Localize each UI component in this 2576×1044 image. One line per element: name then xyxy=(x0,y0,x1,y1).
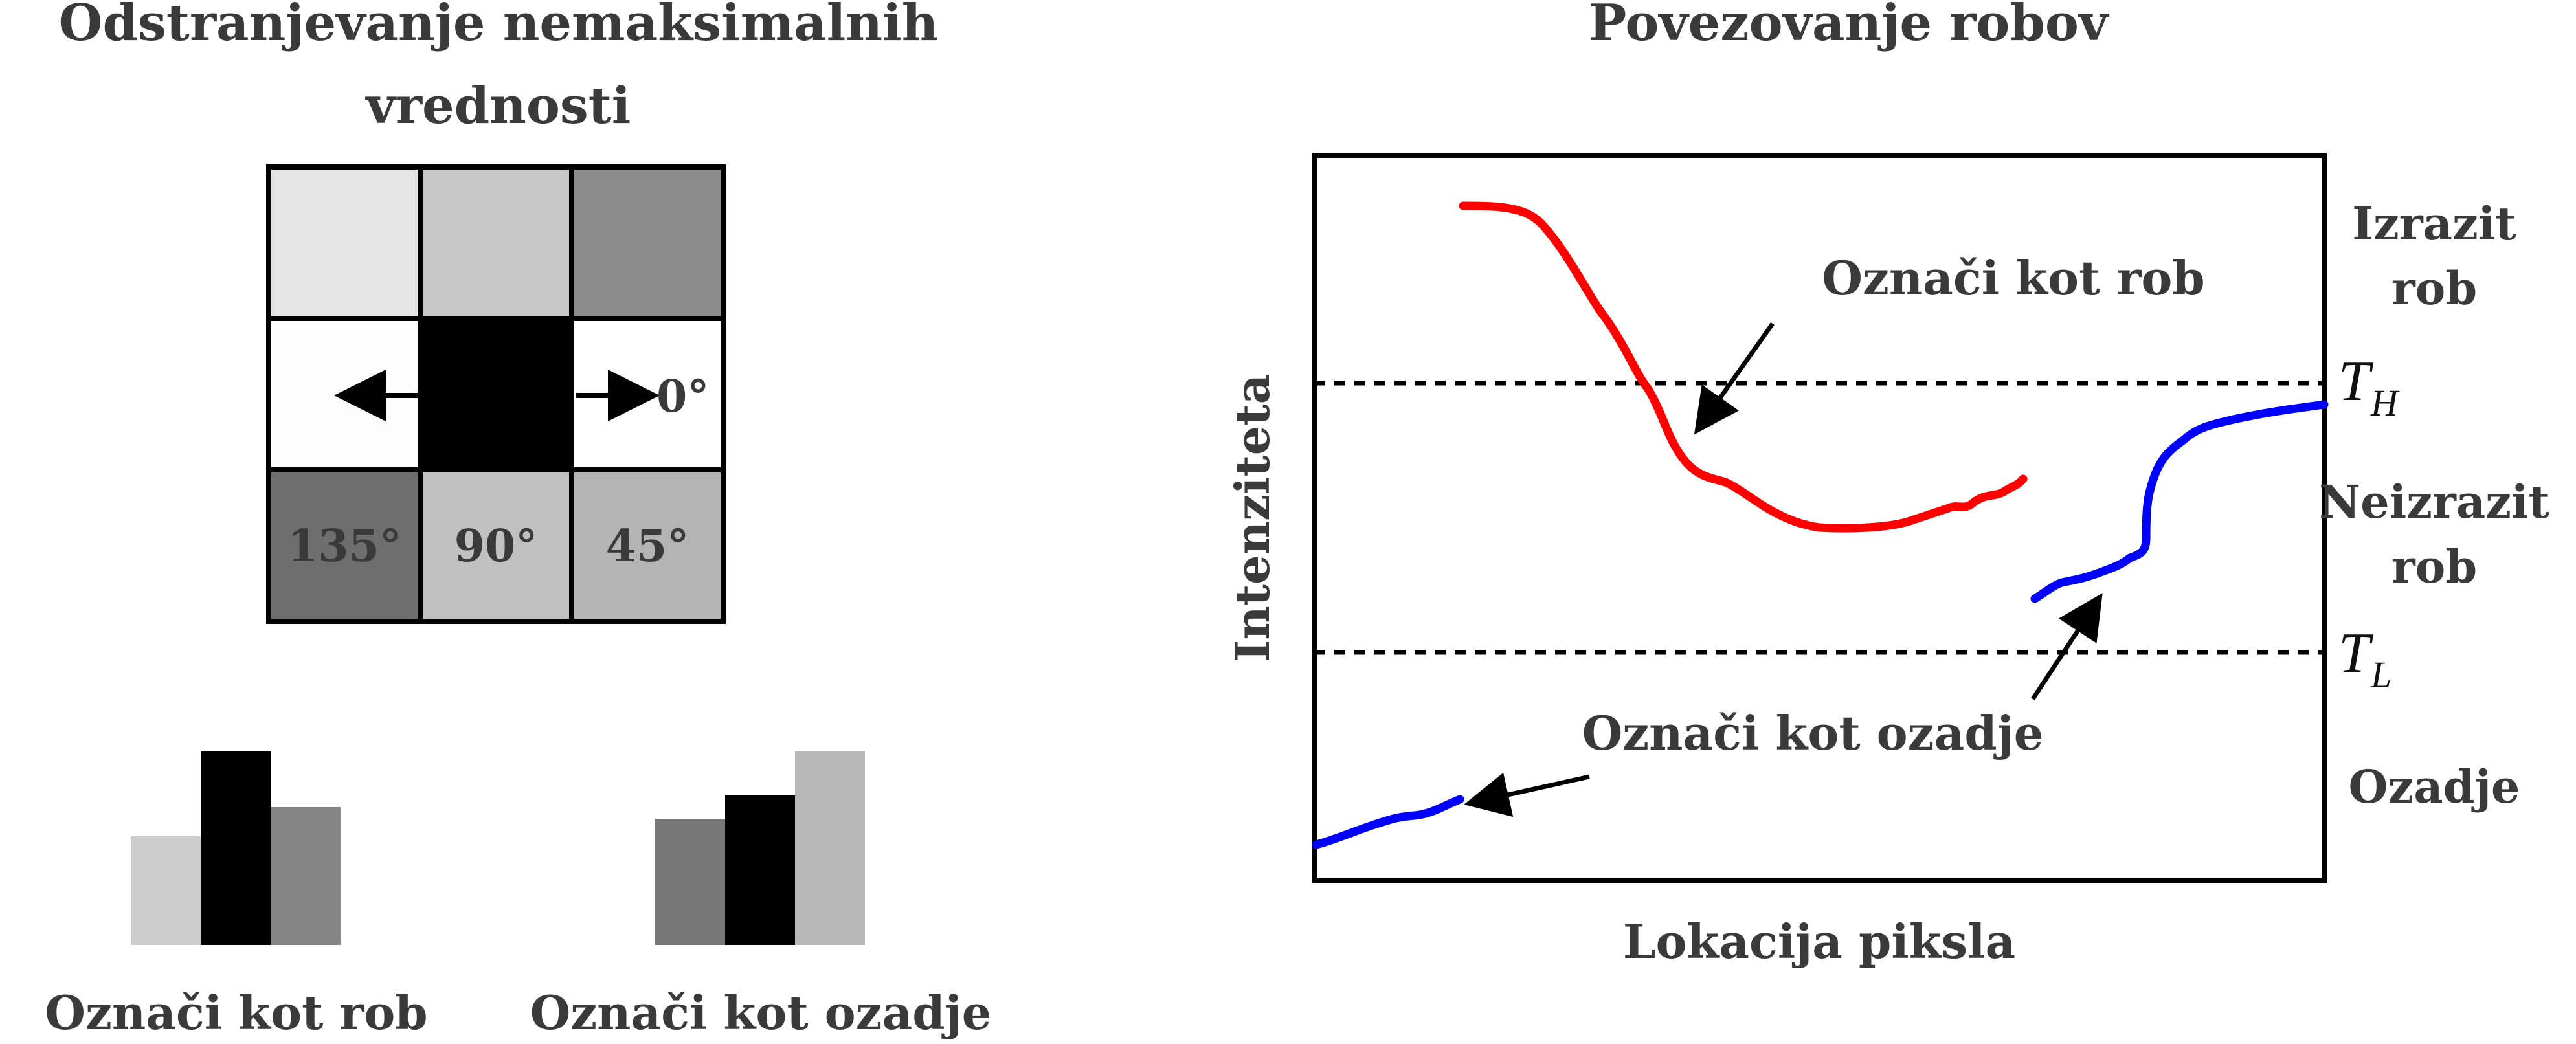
grid-cell-angle-label: 45° xyxy=(606,520,689,572)
edge-linking-title: Povezovanje robov xyxy=(1589,0,2110,52)
edge-linking-panel: Povezovanje robov Označi kot rob Označi … xyxy=(1225,0,2549,969)
non-max-suppression-panel: Odstranjevanje nemaksimalnih vrednosti 1… xyxy=(45,0,991,1040)
background-curve xyxy=(1312,795,1464,849)
low-threshold-subscript: L xyxy=(2370,654,2391,696)
grid-cell xyxy=(266,467,423,624)
weak-edge-region-line2: rob xyxy=(2391,540,2478,594)
y-axis-label: Intenziteta xyxy=(1225,374,1280,662)
low-threshold-label: T L xyxy=(2338,622,2391,696)
histogram-bar xyxy=(201,751,271,945)
strong-edge-region-line1: Izrazit xyxy=(2352,197,2516,250)
background-annotation-arrow xyxy=(1464,772,1590,817)
histogram-bar xyxy=(795,751,865,945)
grid-cell-angle-label: 135° xyxy=(287,520,401,572)
nms-title-line2: vrednosti xyxy=(365,76,631,135)
zero-degree-label: 0° xyxy=(656,371,709,423)
edge-annotation-label: Označi kot rob xyxy=(1822,250,2204,305)
histogram-bar xyxy=(725,795,795,945)
bar-group-label: Označi kot rob xyxy=(45,985,427,1040)
histogram-bar xyxy=(655,819,725,945)
edge-annotation-arrow xyxy=(1694,322,1775,435)
high-threshold-symbol: T xyxy=(2338,350,2374,413)
grid-cell xyxy=(418,164,574,321)
histogram-bar xyxy=(131,836,201,945)
background-region-label: Ozadje xyxy=(2349,760,2520,814)
nms-title-line1: Odstranjevanje nemaksimalnih xyxy=(59,0,939,52)
high-threshold-subscript: H xyxy=(2370,382,2400,424)
grid-cell xyxy=(418,316,574,472)
weak-edge-annotation-arrow xyxy=(2031,593,2103,700)
bar-group-label: Označi kot ozadje xyxy=(530,985,992,1040)
high-threshold-label: T H xyxy=(2338,350,2400,424)
pixel-grid: 135° 90° 45° xyxy=(266,164,726,624)
weak-edge-curve xyxy=(2030,400,2329,603)
histogram-bar xyxy=(271,807,341,945)
grid-cell xyxy=(266,164,423,321)
grid-cell xyxy=(569,467,726,624)
grid-cell-angle-label: 90° xyxy=(454,520,538,572)
plot-frame xyxy=(1312,153,2327,883)
weak-edge-region-line1: Neizrazit xyxy=(2319,475,2549,529)
strong-edge-region-line2: rob xyxy=(2391,261,2478,315)
grid-cell xyxy=(569,164,726,321)
low-threshold-symbol: T xyxy=(2338,622,2374,685)
background-annotation-label: Označi kot ozadje xyxy=(1582,705,2044,761)
strong-edge-curve xyxy=(1459,201,2028,533)
x-axis-label: Lokacija piksla xyxy=(1623,914,2015,969)
bar-groups: Označi kot rob Označi kot ozadje xyxy=(45,751,991,1040)
